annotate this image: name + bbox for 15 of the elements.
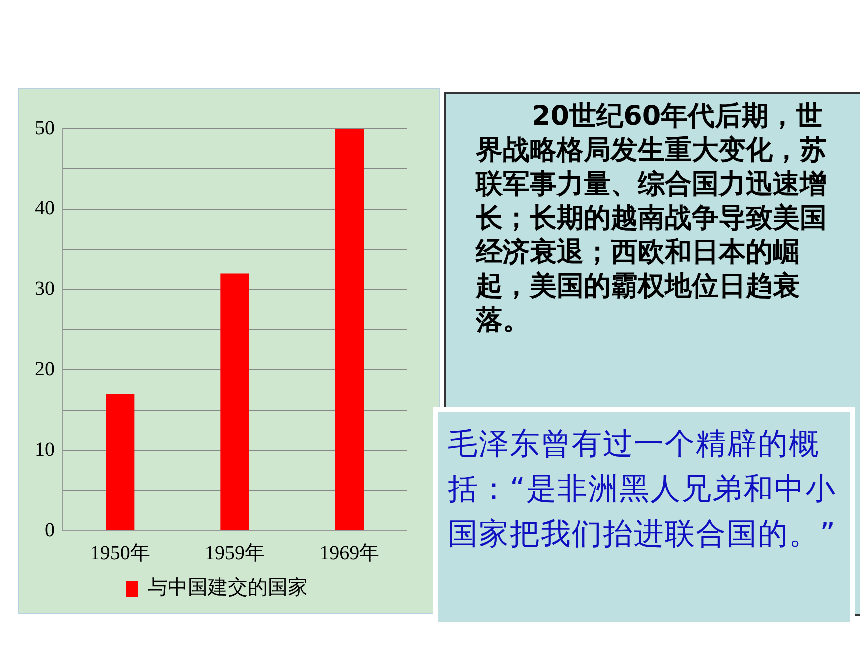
bar xyxy=(106,394,135,530)
y-tick-label: 50 xyxy=(35,117,55,140)
y-tick-label: 30 xyxy=(35,278,55,300)
y-tick-label: 20 xyxy=(35,358,55,380)
bar xyxy=(335,129,364,530)
x-tick-label: 1969年 xyxy=(320,542,380,564)
y-tick-label: 0 xyxy=(45,519,55,542)
y-tick-label: 10 xyxy=(35,438,55,461)
legend-label: 与中国建交的国家 xyxy=(148,575,308,600)
y-tick-label: 40 xyxy=(35,198,55,220)
text: 20世纪60年代后期，世界战略格局发生重大变化，苏联军事力量、综合国力迅速增长；长期的越南战争导致美国经济衰退；西欧和日本的崛起，美国的霸权地位日趋衰落。 xyxy=(476,101,827,336)
text: 毛泽东曾有过一个精辟的概括：“是非洲黑人兄弟和中小国家把我们抬进联合国的。” xyxy=(433,407,855,627)
bar xyxy=(220,274,250,530)
x-tick-label: 1959年 xyxy=(205,542,265,564)
x-tick-label: 1950年 xyxy=(90,542,150,564)
